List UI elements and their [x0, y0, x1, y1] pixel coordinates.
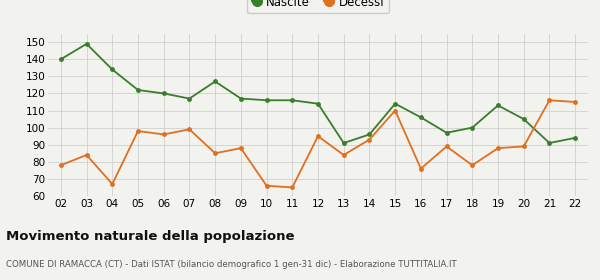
- Text: COMUNE DI RAMACCA (CT) - Dati ISTAT (bilancio demografico 1 gen-31 dic) - Elabor: COMUNE DI RAMACCA (CT) - Dati ISTAT (bil…: [6, 260, 457, 269]
- Legend: Nascite, Decessi: Nascite, Decessi: [247, 0, 389, 13]
- Text: Movimento naturale della popolazione: Movimento naturale della popolazione: [6, 230, 295, 242]
